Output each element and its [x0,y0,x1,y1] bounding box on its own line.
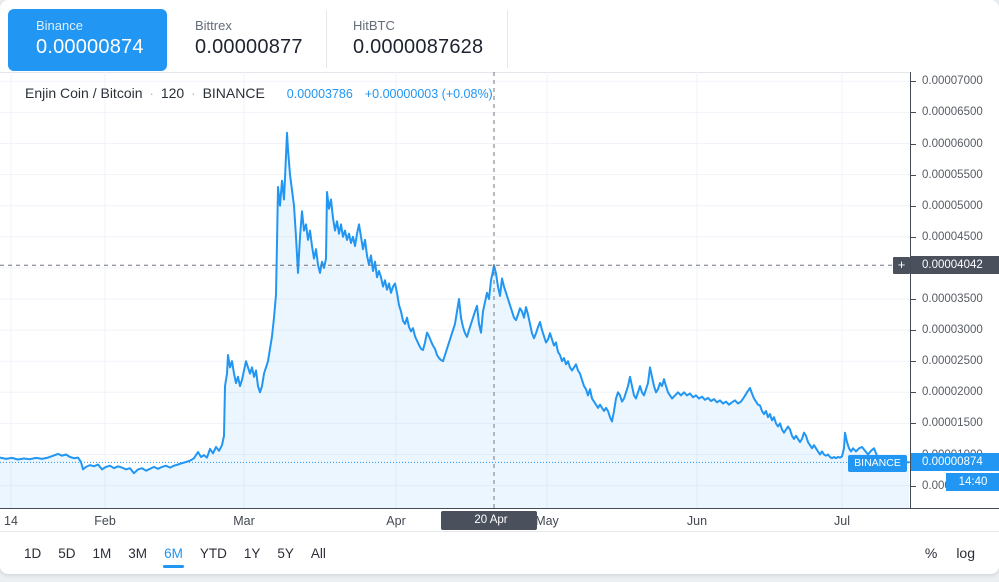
price-tick-label: 0.00002000 [911,386,999,398]
range-button-5d[interactable]: 5D [58,545,76,561]
range-button-6m[interactable]: 6M [162,540,185,568]
interval-label: 120 [160,85,185,101]
tab-price: 0.00000874 [36,36,144,58]
log-scale-button[interactable]: log [956,545,975,561]
date-range-buttons: 1D 5D 1M 3M 6M YTD 1Y 5Y All [22,540,328,568]
last-price-tag: 0.00000874 [911,453,999,472]
price-tick-label: 0.00002500 [911,355,999,367]
exchange-label: BINANCE [202,85,265,101]
tab-divider [326,10,327,68]
legend-separator: · [191,86,196,101]
price-tick-label: 0.00003000 [911,324,999,336]
tab-label: Bittrex [195,18,232,33]
price-line [0,131,910,475]
symbol-title: Enjin Coin / Bitcoin [25,85,143,101]
range-button-all[interactable]: All [310,545,326,561]
chart-legend: Enjin Coin / Bitcoin · 120 · BINANCE 0.000037… [25,84,493,102]
legend-change: +0.00000003 (+0.08%) [364,87,493,101]
crosshair-date-tag: 20 Apr '19 06:00 [441,511,537,545]
time-tick-label: May [535,514,559,528]
price-tick-label: 0.00003500 [911,293,999,305]
price-tick-label: 0.00005500 [911,169,999,181]
price-tick-label: 0.00007000 [911,75,999,87]
exchange-tab-strip: Binance 0.00000874 Bittrex 0.00000877 Hi… [0,0,999,73]
range-button-1y[interactable]: 1Y [243,545,261,561]
time-tick-label: Apr [386,514,406,528]
range-button-3m[interactable]: 3M [128,545,148,561]
time-tick-label: 14 [4,514,18,528]
crosshair-date: 20 Apr '19 [461,514,508,545]
tab-label: Binance [36,18,83,33]
price-tick-label: 0.00004500 [911,231,999,243]
tab-price: 0.0000087628 [353,36,484,58]
tab-label: HitBTC [353,18,395,33]
percent-scale-button[interactable]: % [924,545,938,561]
crosshair-time: 06:00 [484,533,513,545]
bottom-toolbar: 1D 5D 1M 3M 6M YTD 1Y 5Y All % log [0,531,999,574]
scale-mode-buttons: % log [925,545,975,561]
time-tick-label: Jun [686,514,708,528]
time-tick-label: Jul [834,514,850,528]
tab-price: 0.00000877 [195,36,303,58]
price-chart-svg [0,72,910,508]
legend-last-price: 0.00003786 [286,87,353,101]
series-name-tag: BINANCE [848,455,907,472]
time-tick-label: Feb [94,514,116,528]
tab-bittrex[interactable]: Bittrex 0.00000877 [195,9,315,71]
range-button-1m[interactable]: 1M [92,545,112,561]
range-button-1d[interactable]: 1D [24,545,42,561]
price-tick-label: 0.00006500 [911,106,999,118]
price-tick-label: 0.00001500 [911,417,999,429]
range-button-ytd[interactable]: YTD [199,545,227,561]
tab-hitbtc[interactable]: HitBTC 0.0000087628 [353,9,493,71]
time-tick-label: Mar [233,514,255,528]
bar-countdown-tag: 14:40 [946,473,999,491]
legend-separator: · [149,86,154,101]
range-button-5y[interactable]: 5Y [277,545,294,561]
price-scale[interactable]: 0.000005000.000010000.000015000.00002000… [910,72,999,531]
area-fill [0,132,909,508]
crosshair-plus-button[interactable]: + [893,256,910,274]
tab-binance[interactable]: Binance 0.00000874 [8,9,167,71]
price-tick-label: 0.00005000 [911,200,999,212]
price-tick-label: 0.00006000 [911,138,999,150]
tab-divider [507,10,508,68]
crosshair-price-tag: 0.00004042 [911,256,999,275]
time-scale[interactable]: Jul Jun May Apr Mar Feb 14 20 Apr '19 06:00 [0,508,999,545]
chart-plot-area[interactable]: BINANCE + [0,72,910,508]
